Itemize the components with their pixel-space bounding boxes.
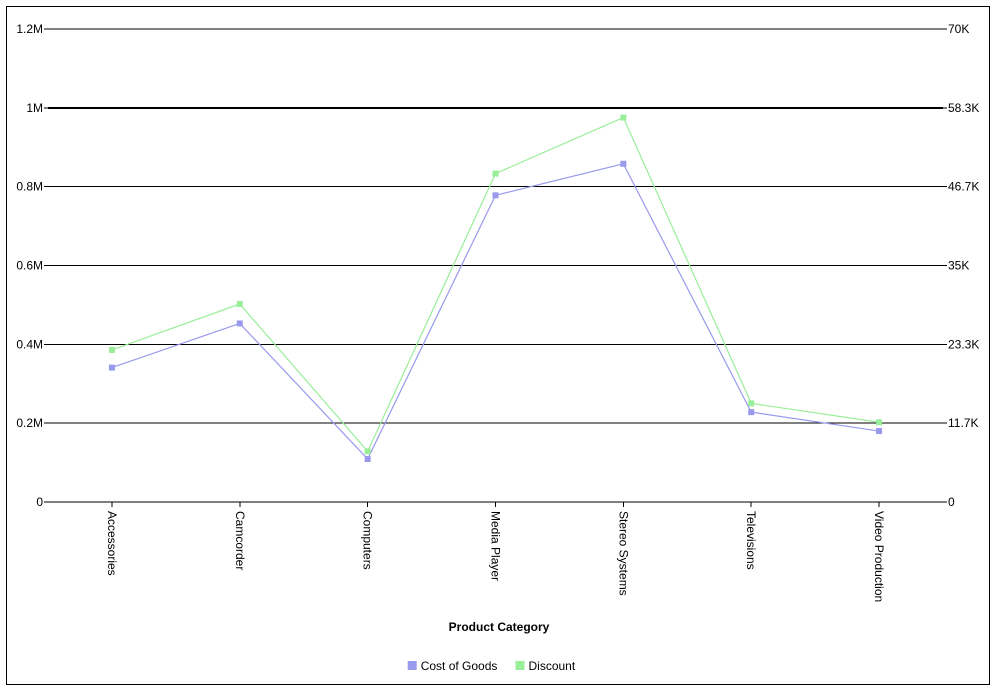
series-line xyxy=(111,116,880,453)
left-tick-label: 0.6M xyxy=(16,259,43,273)
category-label: Stereo Systems xyxy=(616,511,630,596)
right-tick-label: 11.7K xyxy=(948,416,978,430)
left-tick-label: 0.2M xyxy=(16,416,43,430)
legend-label: Cost of Goods xyxy=(421,659,498,673)
data-point xyxy=(876,419,883,426)
data-point xyxy=(236,320,243,327)
category-label: Computers xyxy=(361,511,375,570)
category-label: Accessories xyxy=(105,511,119,576)
legend: Cost of Goods Discount xyxy=(407,659,576,673)
left-axis-ticks: 0 0.2M 0.4M 0.6M 0.8M 1M 1.2M xyxy=(16,22,48,509)
data-point xyxy=(364,448,371,455)
data-point xyxy=(108,364,115,371)
data-point xyxy=(748,400,755,407)
data-point xyxy=(620,114,627,121)
left-tick-label: 0.4M xyxy=(16,337,43,351)
data-point xyxy=(236,301,243,308)
data-point xyxy=(492,192,499,199)
data-point xyxy=(108,346,115,353)
right-tick-label: 35K xyxy=(948,259,969,273)
series-discount xyxy=(108,114,883,455)
grid-lines xyxy=(48,28,943,503)
left-tick-label: 1M xyxy=(26,101,43,115)
series-cost-of-goods xyxy=(108,160,883,463)
right-tick-label: 23.3K xyxy=(948,337,979,351)
data-point xyxy=(876,428,883,435)
right-axis-ticks: 0 11.7K 23.3K 35K 46.7K 58.3K 70K xyxy=(943,22,979,509)
series-lines xyxy=(108,114,883,463)
chart-frame xyxy=(6,6,990,685)
category-label: Televisions xyxy=(744,511,758,570)
left-tick-label: 1.2M xyxy=(16,22,43,36)
right-tick-label: 70K xyxy=(948,22,969,36)
left-tick-label: 0 xyxy=(36,495,43,509)
data-point xyxy=(748,409,755,416)
data-point xyxy=(620,160,627,167)
x-axis-title: Product Category xyxy=(449,620,550,634)
data-point xyxy=(492,170,499,177)
legend-swatch xyxy=(407,661,417,670)
category-label: Camcorder xyxy=(233,511,247,570)
right-tick-label: 0 xyxy=(948,495,955,509)
series-line xyxy=(111,163,880,461)
right-tick-label: 46.7K xyxy=(948,180,979,194)
category-label: Media Player xyxy=(489,511,503,581)
legend-label: Discount xyxy=(529,659,576,673)
data-point xyxy=(364,456,371,463)
left-tick-label: 0.8M xyxy=(16,180,43,194)
legend-swatch xyxy=(515,661,525,670)
category-label: Video Production xyxy=(872,511,886,602)
category-labels: Accessories Camcorder Computers Media Playe… xyxy=(105,502,886,602)
right-tick-label: 58.3K xyxy=(948,101,979,115)
